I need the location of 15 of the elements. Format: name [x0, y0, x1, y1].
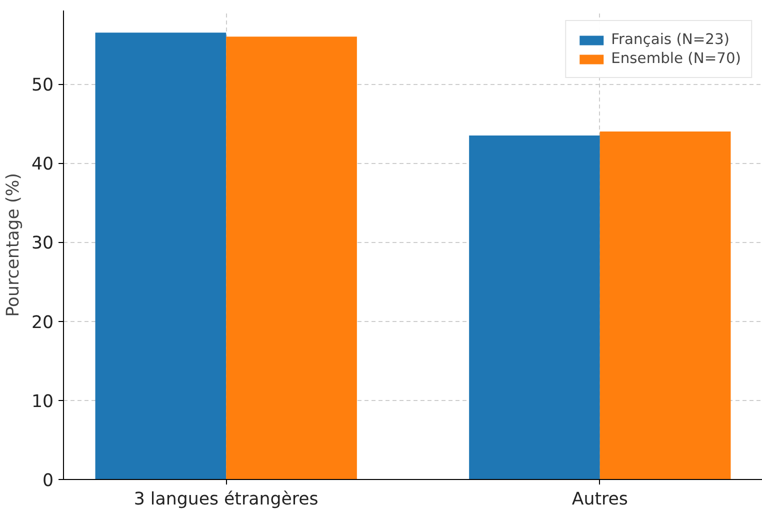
y-tick-label: 0 [42, 471, 54, 491]
legend-label: Français (N=23) [611, 31, 730, 48]
bar [95, 32, 226, 480]
x-tick-label: 3 langues étrangères [134, 490, 318, 510]
bar [600, 132, 731, 480]
y-tick-label: 40 [31, 154, 54, 175]
bar [469, 135, 600, 480]
bar [226, 36, 357, 480]
y-axis-title: Pourcentage (%) [3, 173, 24, 317]
y-tick-label: 10 [31, 392, 54, 412]
x-tick-label: Autres [572, 490, 628, 510]
y-tick-label: 30 [31, 234, 54, 254]
legend-label: Ensemble (N=70) [611, 50, 741, 67]
y-tick-label: 20 [31, 312, 54, 333]
y-tick-label: 50 [31, 76, 54, 96]
